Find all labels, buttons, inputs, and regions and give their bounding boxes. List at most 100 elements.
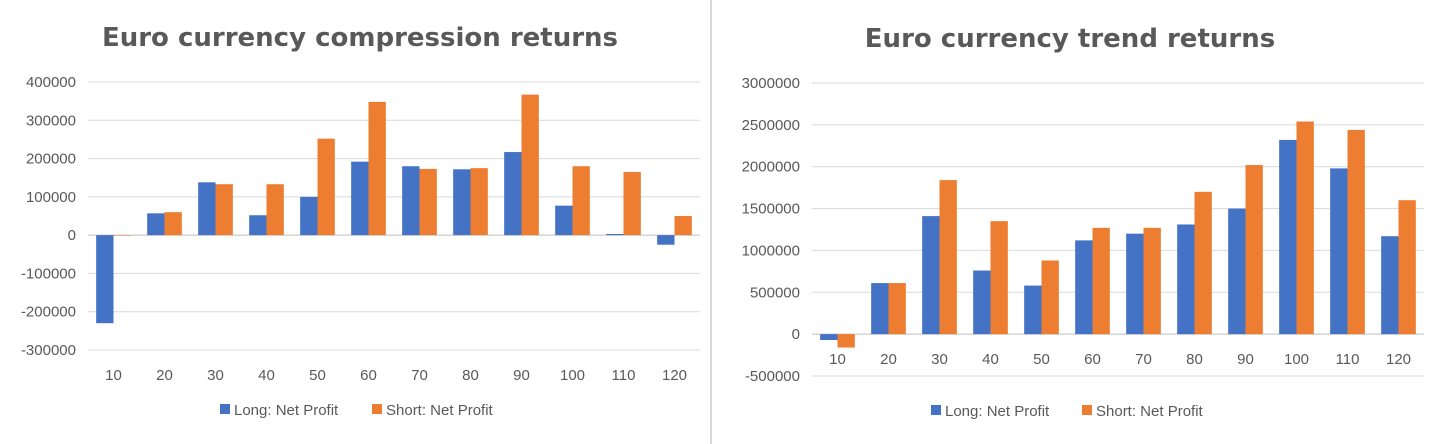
bar-short-50 — [317, 138, 335, 236]
legend-label: Short: Net Profit — [1096, 403, 1204, 420]
y-tick-label: -100000 — [21, 265, 76, 282]
y-tick-label: 2000000 — [742, 159, 800, 176]
bar-short-30 — [215, 184, 233, 236]
bar-short-80 — [470, 168, 488, 236]
y-tick-label: 3000000 — [742, 75, 800, 92]
bar-short-60 — [368, 101, 386, 236]
bar-short-100 — [1296, 121, 1314, 335]
x-tick-label: 30 — [207, 367, 224, 384]
bar-short-90 — [521, 94, 539, 236]
x-tick-label: 70 — [1135, 351, 1152, 368]
x-tick-label: 110 — [1336, 351, 1360, 368]
bar-short-30 — [939, 180, 957, 335]
bar-short-50 — [1041, 260, 1059, 335]
legend-swatch — [220, 404, 230, 414]
bar-long-70 — [402, 166, 420, 236]
bar-long-120 — [657, 235, 675, 245]
bar-short-110 — [623, 171, 641, 236]
y-tick-label: 400000 — [26, 74, 76, 91]
y-tick-label: 500000 — [750, 284, 800, 301]
x-tick-label: 10 — [105, 367, 122, 384]
x-tick-label: 60 — [1084, 351, 1101, 368]
bar-long-90 — [504, 152, 522, 236]
x-tick-label: 10 — [829, 351, 846, 368]
bar-short-10 — [837, 334, 855, 348]
bar-short-70 — [1143, 227, 1161, 335]
bar-long-120 — [1381, 236, 1399, 335]
bar-long-40 — [973, 270, 991, 335]
bar-long-110 — [606, 233, 624, 236]
x-tick-label: 90 — [513, 367, 530, 384]
bar-long-10 — [820, 334, 838, 341]
chart-trend-svg: Euro currency trend returns 3000000 250000… — [742, 24, 1424, 420]
y-tick-label: 200000 — [26, 151, 76, 168]
bar-short-20 — [164, 212, 182, 236]
y-tick-label: 1500000 — [742, 201, 800, 218]
bar-long-80 — [453, 169, 471, 236]
bar-short-110 — [1347, 129, 1365, 335]
bar-long-20 — [871, 283, 889, 335]
x-tick-label: 20 — [156, 367, 173, 384]
x-tick-label: 40 — [258, 367, 275, 384]
bar-short-80 — [1194, 191, 1212, 335]
y-tick-label: 2500000 — [742, 117, 800, 134]
x-tick-label: 100 — [1284, 351, 1309, 368]
bar-long-50 — [1024, 285, 1042, 335]
bar-long-50 — [300, 196, 318, 236]
bar-long-20 — [147, 213, 165, 236]
x-tick-label: 90 — [1237, 351, 1254, 368]
bar-short-10 — [113, 235, 131, 236]
bar-long-10 — [96, 235, 114, 324]
bar-long-60 — [1075, 240, 1093, 335]
legend-label: Short: Net Profit — [386, 402, 494, 419]
y-tick-label: 100000 — [26, 189, 76, 206]
x-tick-label: 120 — [1386, 351, 1411, 368]
bar-long-70 — [1126, 233, 1144, 335]
x-tick-label: 30 — [931, 351, 948, 368]
chart-compression-returns: Euro currency compression returns 400000 3… — [0, 0, 710, 444]
x-tick-label: 60 — [360, 367, 377, 384]
bar-short-40 — [266, 184, 284, 236]
bar-short-120 — [1398, 200, 1416, 335]
bar-long-60 — [351, 161, 369, 236]
chart-divider — [710, 0, 712, 444]
y-tick-label: 1000000 — [742, 242, 800, 259]
bar-short-120 — [674, 216, 692, 236]
bar-long-40 — [249, 215, 267, 236]
y-tick-label: 0 — [68, 227, 76, 244]
legend-label: Long: Net Profit — [234, 402, 339, 419]
bar-long-90 — [1228, 208, 1246, 335]
chart-title: Euro currency compression returns — [102, 23, 618, 53]
y-tick-label: 300000 — [26, 112, 76, 129]
bar-long-100 — [555, 205, 573, 236]
legend-label: Long: Net Profit — [945, 403, 1050, 420]
x-tick-label: 120 — [662, 367, 687, 384]
bar-short-70 — [419, 168, 437, 236]
legend-swatch — [372, 404, 382, 414]
bar-short-100 — [572, 166, 590, 236]
chart-compression-svg: Euro currency compression returns 400000 3… — [21, 23, 700, 419]
x-tick-label: 50 — [1033, 351, 1050, 368]
bar-short-20 — [888, 283, 906, 335]
bar-long-100 — [1279, 139, 1297, 335]
bar-long-30 — [922, 216, 940, 335]
x-tick-label: 80 — [462, 367, 479, 384]
y-tick-label: 0 — [792, 326, 800, 343]
x-tick-label: 110 — [612, 367, 636, 384]
x-tick-label: 20 — [880, 351, 897, 368]
chart-title: Euro currency trend returns — [865, 24, 1275, 54]
bar-short-60 — [1092, 227, 1110, 335]
x-tick-label: 80 — [1186, 351, 1203, 368]
bar-long-30 — [198, 182, 216, 236]
legend-swatch — [1082, 405, 1092, 415]
x-tick-label: 70 — [411, 367, 428, 384]
y-tick-label: -500000 — [745, 368, 800, 385]
bar-short-40 — [990, 221, 1008, 335]
x-tick-label: 50 — [309, 367, 326, 384]
bar-long-80 — [1177, 224, 1195, 335]
chart-trend-returns: Euro currency trend returns 3000000 250000… — [712, 0, 1430, 444]
bar-long-110 — [1330, 168, 1348, 335]
bar-short-90 — [1245, 165, 1263, 335]
y-tick-label: -200000 — [21, 304, 76, 321]
legend-swatch — [931, 405, 941, 415]
